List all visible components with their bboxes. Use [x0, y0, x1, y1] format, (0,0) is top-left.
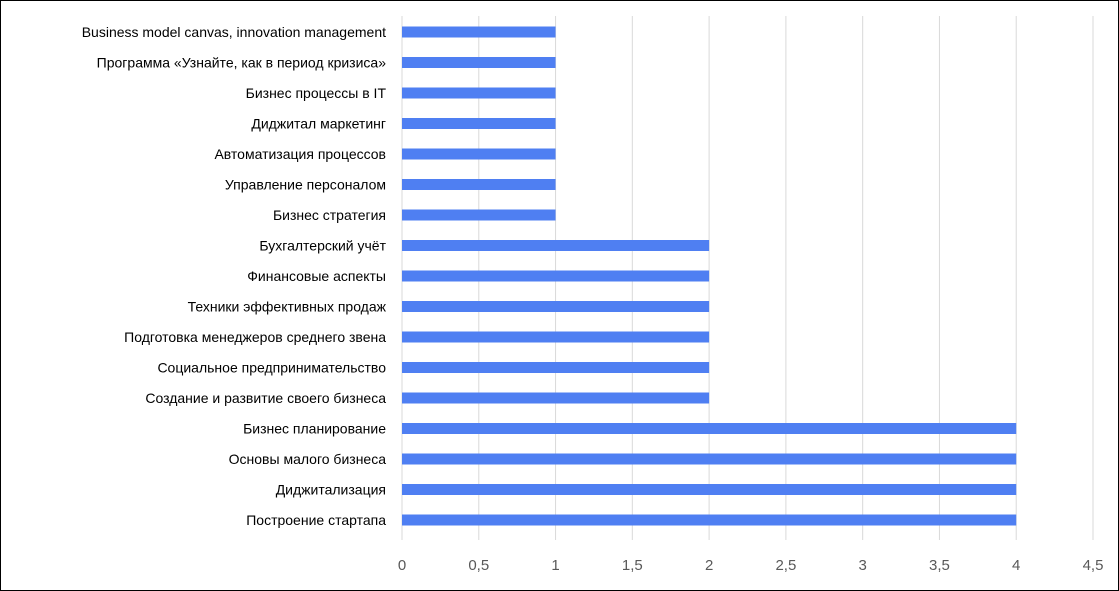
x-tick-label: 4 [1012, 557, 1020, 574]
bar [402, 301, 710, 312]
x-tick-label: 4,5 [1083, 557, 1104, 574]
category-label: Бизнес стратегия [273, 207, 386, 223]
bar [402, 87, 556, 99]
category-label: Business model canvas, innovation manage… [82, 24, 386, 40]
x-tick-label: 2 [705, 557, 713, 574]
x-tick-label: 0,5 [468, 557, 489, 574]
bar [402, 362, 710, 373]
bar [402, 331, 710, 343]
category-label: Финансовые аспекты [247, 268, 386, 284]
category-label: Бизнес процессы в IT [246, 85, 387, 101]
gridlines [401, 16, 1094, 540]
bar [402, 148, 556, 160]
x-tick-label: 3 [858, 557, 866, 574]
category-label: Бизнес планирование [243, 421, 386, 437]
category-label: Основы малого бизнеса [229, 451, 387, 467]
category-label: Автоматизация процессов [214, 146, 386, 162]
bar [402, 453, 1017, 465]
category-label: Программа «Узнайте, как в период кризиса… [97, 55, 387, 71]
category-label: Техники эффективных продаж [188, 299, 387, 315]
bar [402, 209, 556, 221]
bars [402, 26, 1017, 526]
category-label: Создание и развитие своего бизнеса [145, 390, 386, 406]
bar [402, 484, 1017, 495]
bar [402, 423, 1017, 434]
bar [402, 179, 556, 190]
bar [402, 514, 1017, 526]
category-label: Диджитал маркетинг [251, 116, 386, 132]
bar [402, 240, 710, 251]
x-tick-label: 3,5 [929, 557, 950, 574]
category-labels: Business model canvas, innovation manage… [82, 24, 387, 528]
x-tick-label: 0 [398, 557, 406, 574]
category-label: Подготовка менеджеров среднего звена [124, 329, 386, 345]
bar [402, 392, 710, 404]
category-label: Построение стартапа [246, 512, 386, 528]
category-label: Социальное предпринимательство [157, 360, 386, 376]
x-axis-tick-labels: 0 0,5 1 1,5 2 2,5 3 3,5 4 4,5 [398, 557, 1104, 574]
bar [402, 26, 556, 38]
bar [402, 118, 556, 129]
x-tick-label: 1 [551, 557, 559, 574]
category-label: Бухгалтерский учёт [259, 238, 386, 254]
category-label: Управление персоналом [225, 177, 386, 193]
x-tick-label: 2,5 [775, 557, 796, 574]
bar [402, 270, 710, 282]
x-tick-label: 1,5 [622, 557, 643, 574]
bar [402, 57, 556, 68]
category-label: Диджитализация [276, 482, 386, 498]
